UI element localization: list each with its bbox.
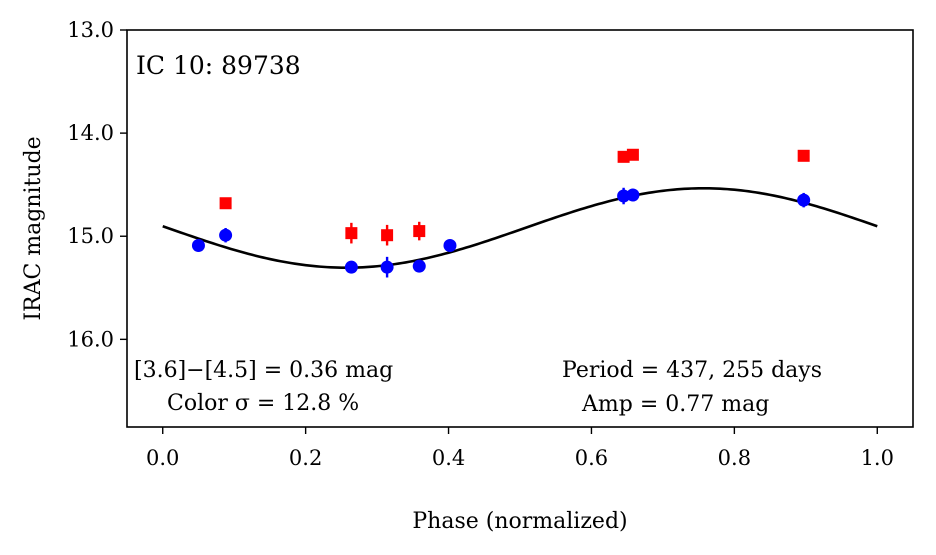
y-tick-label: 15.0 [67, 224, 114, 248]
marks-layer [162, 148, 878, 278]
data-point-circle [626, 188, 640, 202]
x-tick-label: 0.4 [432, 446, 465, 470]
data-point-circle [797, 193, 811, 207]
fit-curve [162, 186, 878, 269]
amplitude-annotation: Amp = 0.77 mag [581, 392, 769, 417]
x-tick-label: 1.0 [861, 446, 894, 470]
data-point-circle [380, 260, 394, 274]
x-tick-label: 0.6 [575, 446, 608, 470]
period-annotation: Period = 437, 255 days [562, 358, 822, 383]
data-point-square [219, 197, 232, 210]
data-point-circle [191, 239, 205, 253]
x-tick-label: 0.2 [289, 446, 322, 470]
data-point-square [381, 229, 394, 242]
x-tick-label: 0.8 [718, 446, 751, 470]
chart-title: IC 10: 89738 [136, 51, 301, 80]
y-tick-label: 14.0 [67, 121, 114, 145]
data-point-circle [412, 259, 426, 273]
y-tick-label: 13.0 [67, 18, 114, 42]
axes-layer [126, 29, 914, 428]
data-point-square [797, 149, 810, 162]
y-axis-label: IRAC magnitude [21, 136, 46, 320]
data-point-circle [219, 228, 233, 242]
ticks-layer: 0.0 0.2 0.4 0.6 0.8 1.0 13.0 14.0 15.0 16.0 [67, 18, 894, 470]
data-point-square [626, 148, 639, 161]
x-axis-label: Phase (normalized) [412, 509, 627, 534]
x-tick-label: 0.0 [146, 446, 179, 470]
data-point-square [617, 150, 630, 163]
data-point-square [413, 225, 426, 238]
data-point-circle [344, 260, 358, 274]
color-annotation: [3.6]−[4.5] = 0.36 mag [134, 358, 393, 383]
color-sigma-annotation: Color σ = 12.8 % [167, 391, 359, 416]
y-tick-label: 16.0 [67, 327, 114, 351]
plot-frame [126, 29, 914, 428]
data-point-circle [443, 239, 457, 253]
data-point-square [345, 227, 358, 240]
